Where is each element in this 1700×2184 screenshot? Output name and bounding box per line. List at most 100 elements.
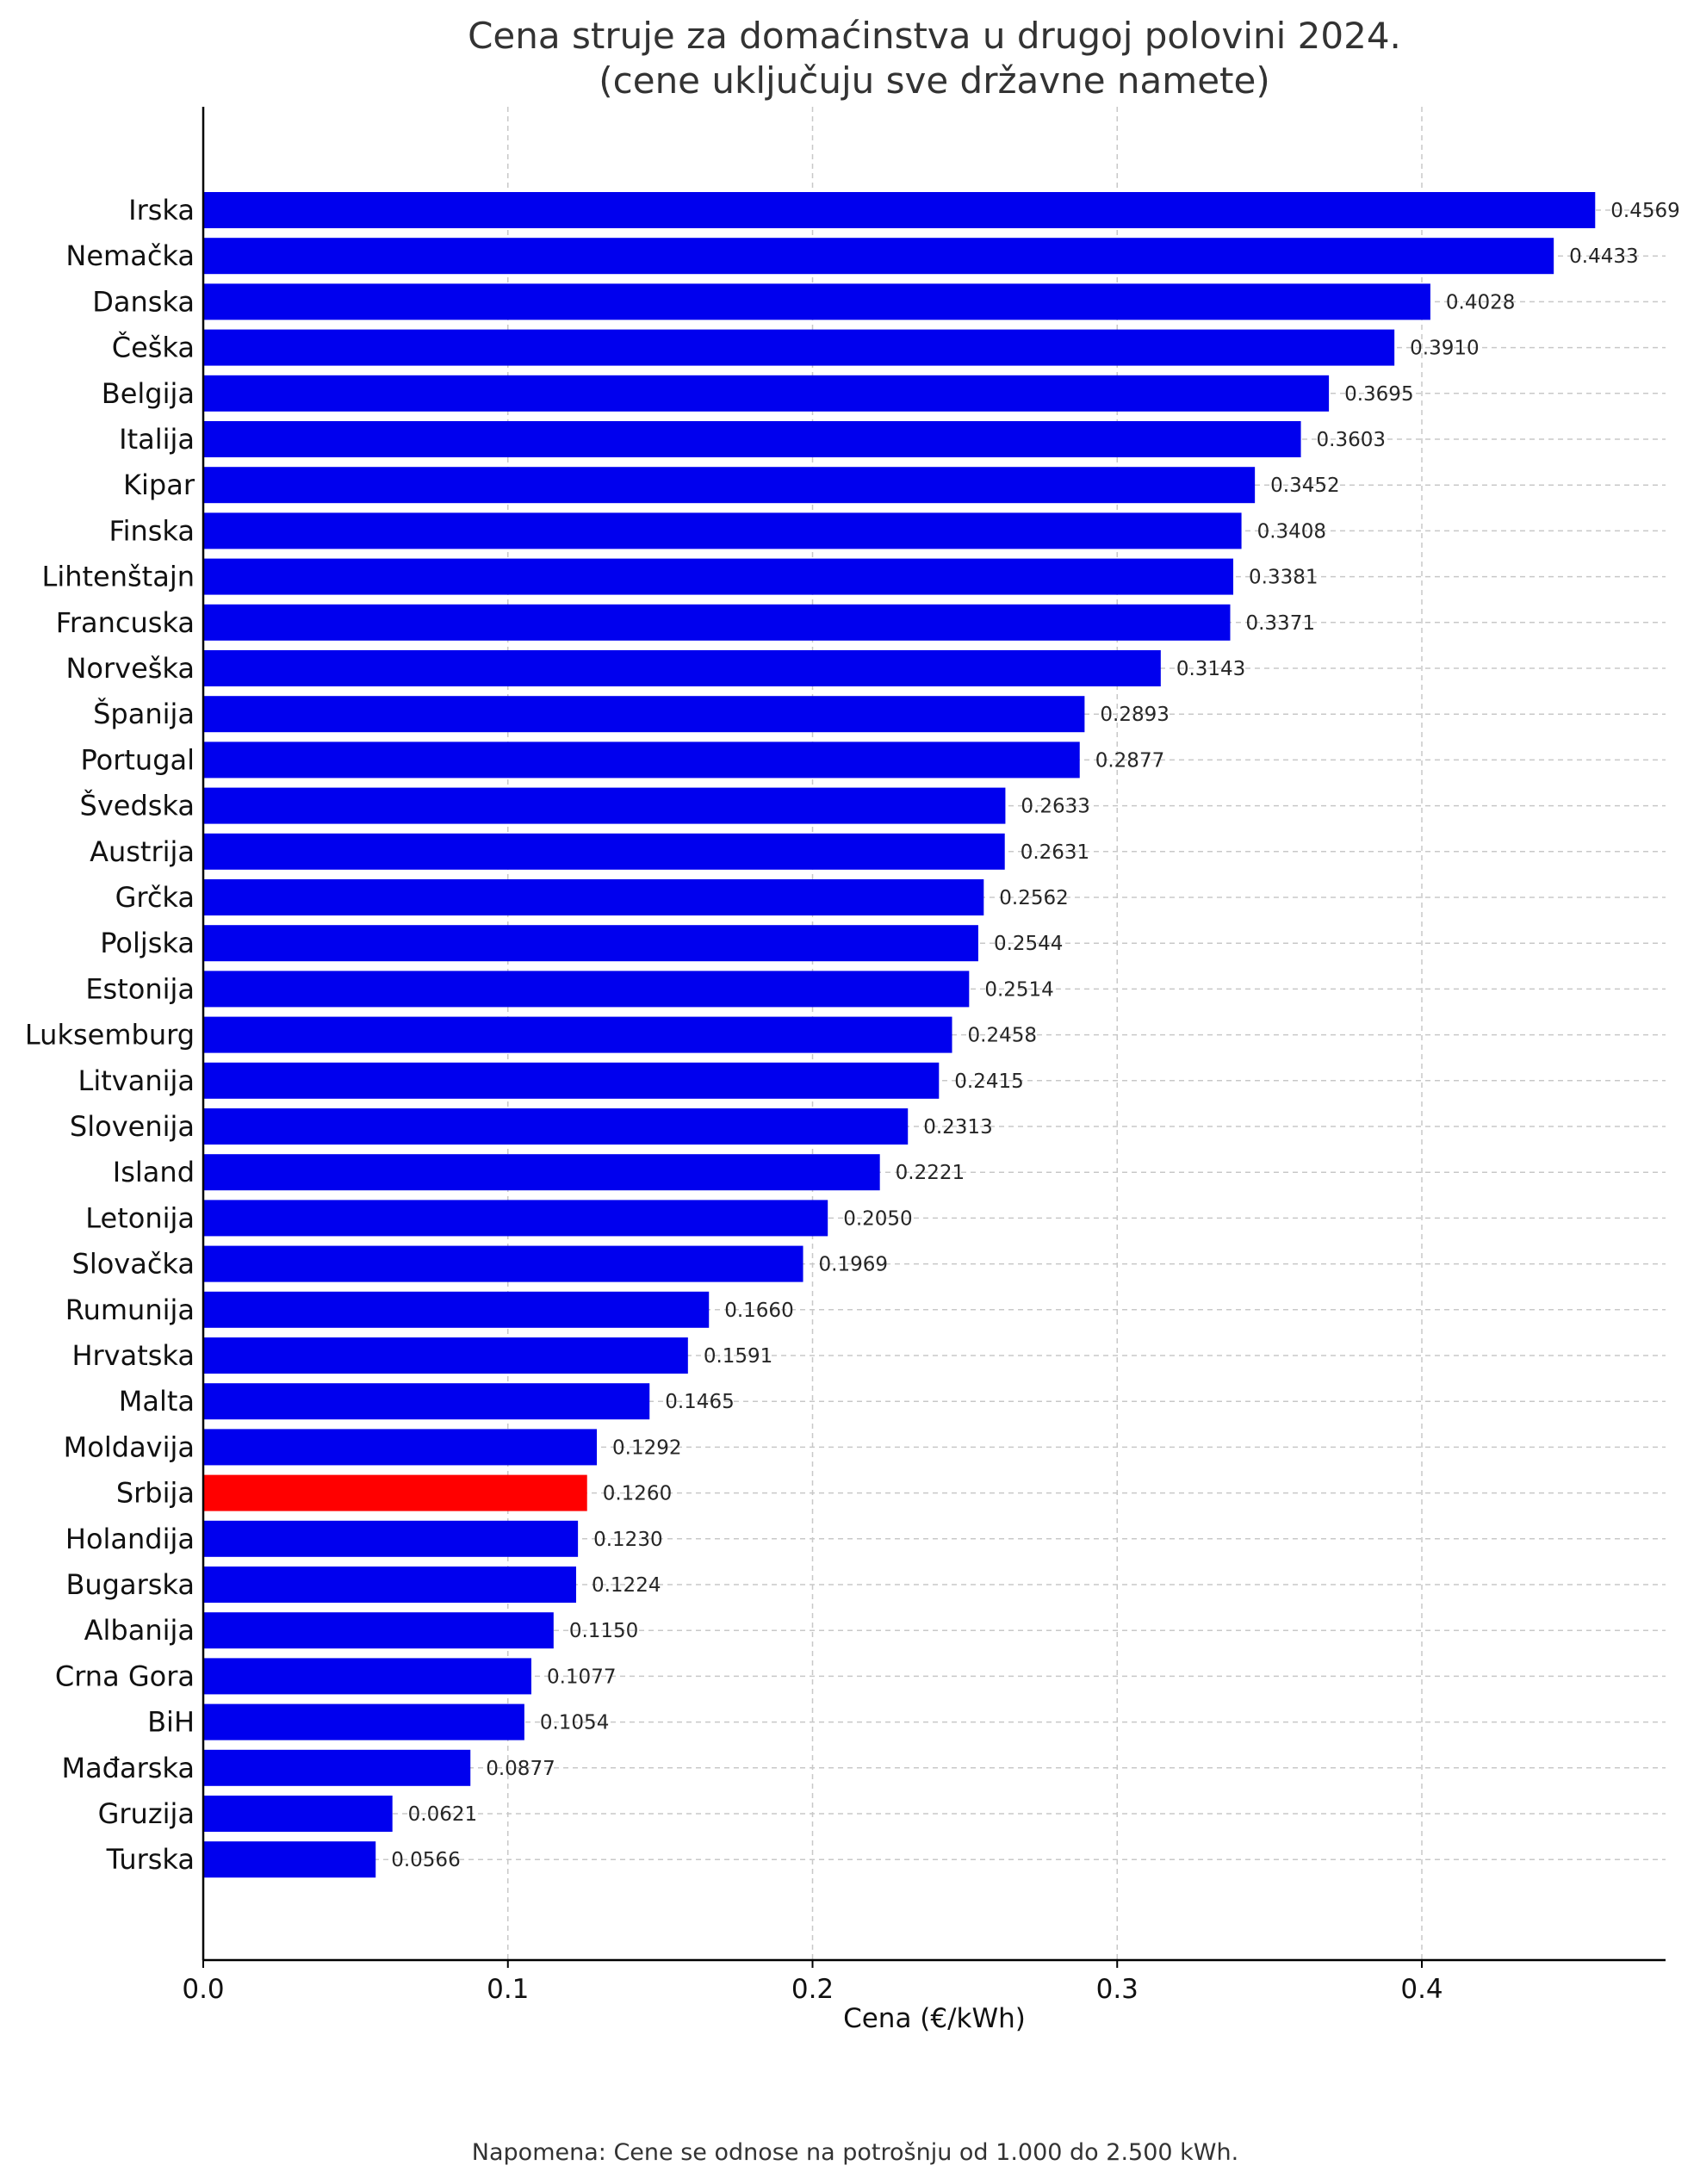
category-label-crna-gora: Crna Gora [55, 1660, 195, 1692]
value-label-gruzija: 0.0621 [408, 1803, 477, 1826]
x-tick-label-2: 0.2 [791, 1974, 834, 2005]
axes [202, 107, 1666, 1968]
bar-crna-gora [203, 1658, 531, 1695]
bar-belgija [203, 375, 1330, 412]
value-label-estonija: 0.2514 [984, 978, 1053, 1001]
bar-slovacka [203, 1245, 803, 1282]
bar-lihtenstajn [203, 558, 1234, 595]
value-label-belgija: 0.3695 [1344, 383, 1413, 406]
bar-bih [203, 1703, 524, 1740]
bar-letonija [203, 1200, 828, 1237]
bar-moldavija [203, 1429, 598, 1466]
value-label-lihtenstajn: 0.3381 [1249, 567, 1318, 589]
value-label-luksemburg: 0.2458 [968, 1025, 1037, 1047]
value-label-danska: 0.4028 [1446, 291, 1515, 313]
bar-spanija [203, 696, 1085, 733]
bar-island [203, 1154, 880, 1191]
value-label-srbija: 0.1260 [603, 1483, 672, 1505]
category-label-bugarska: Bugarska [65, 1568, 195, 1601]
bar-austrija [203, 833, 1005, 870]
bar-gruzija [203, 1796, 393, 1832]
category-label-slovacka: Slovačka [72, 1248, 195, 1281]
value-label-slovenija: 0.2313 [923, 1116, 992, 1139]
category-label-spanija: Španija [93, 697, 195, 730]
category-label-srbija: Srbija [116, 1477, 195, 1510]
footnote: Napomena: Cene se odnose na potrošnju od… [472, 2139, 1238, 2166]
value-label-svedska: 0.2633 [1021, 796, 1089, 818]
category-label-litvanija: Litvanija [78, 1064, 195, 1097]
category-label-belgija: Belgija [102, 377, 195, 410]
chart-title: Cena struje za domaćinstva u drugoj polo… [468, 15, 1401, 102]
bar-nemacka [203, 238, 1554, 275]
x-axis-title: Cena (€/kWh) [843, 2003, 1026, 2034]
value-label-portugal: 0.2877 [1095, 749, 1164, 772]
bar-svedska [203, 787, 1006, 824]
category-label-danska: Danska [92, 285, 195, 318]
x-tick-labels: 0.0 0.1 0.2 0.3 0.4 [182, 1974, 1443, 2005]
category-label-finska: Finska [109, 514, 195, 547]
category-label-letonija: Letonija [85, 1201, 195, 1234]
x-tick-label-4: 0.4 [1400, 1974, 1443, 2005]
value-label-moldavija: 0.1292 [612, 1436, 681, 1459]
value-label-austrija: 0.2631 [1021, 841, 1089, 864]
value-label-hrvatska: 0.1591 [704, 1345, 772, 1368]
value-label-grcka: 0.2562 [999, 887, 1068, 909]
bar-madarska [203, 1749, 471, 1786]
category-label-grcka: Grčka [115, 881, 195, 914]
bars [203, 192, 1596, 1878]
category-label-gruzija: Gruzija [98, 1797, 195, 1830]
bar-francuska [203, 604, 1231, 641]
x-tick-label-0: 0.0 [182, 1974, 224, 2005]
bar-albanija [203, 1612, 554, 1649]
value-label-bugarska: 0.1224 [592, 1574, 661, 1597]
x-tick-label-3: 0.3 [1096, 1974, 1139, 2005]
category-label-svedska: Švedska [80, 789, 195, 822]
category-label-holandija: Holandija [65, 1523, 195, 1555]
category-label-hrvatska: Hrvatska [71, 1339, 195, 1372]
value-label-irska: 0.4569 [1610, 200, 1679, 222]
chart-title-line-2: (cene uključuju sve državne namete) [599, 59, 1269, 102]
bar-malta [203, 1383, 650, 1420]
bar-kipar [203, 467, 1256, 504]
value-label-spanija: 0.2893 [1100, 704, 1169, 726]
value-label-nemacka: 0.4433 [1569, 245, 1638, 268]
category-label-madarska: Mađarska [61, 1752, 195, 1784]
value-label-poljska: 0.2544 [994, 933, 1063, 955]
bar-finska [203, 512, 1242, 549]
value-label-norveska: 0.3143 [1176, 658, 1245, 680]
bar-holandija [203, 1520, 579, 1557]
bar-estonija [203, 971, 970, 1008]
category-label-ceska: Češka [112, 331, 195, 364]
x-tick-label-1: 0.1 [487, 1974, 529, 2005]
category-label-luksemburg: Luksemburg [25, 1019, 195, 1052]
bar-litvanija [203, 1062, 940, 1099]
value-label-island: 0.2221 [896, 1162, 965, 1184]
bar-turska [203, 1841, 376, 1878]
value-label-kipar: 0.3452 [1270, 475, 1339, 497]
value-label-ceska: 0.3910 [1410, 338, 1479, 360]
value-label-madarska: 0.0877 [486, 1758, 555, 1780]
category-label-slovenija: Slovenija [70, 1110, 195, 1143]
bar-irska [203, 192, 1596, 228]
category-label-italija: Italija [119, 423, 195, 456]
value-label-albanija: 0.1150 [569, 1620, 638, 1642]
chart-title-line-1: Cena struje za domaćinstva u drugoj polo… [468, 15, 1401, 57]
value-label-turska: 0.0566 [391, 1849, 460, 1871]
category-label-albanija: Albanija [84, 1614, 195, 1647]
category-label-poljska: Poljska [100, 927, 195, 959]
value-label-finska: 0.3408 [1257, 520, 1326, 543]
category-label-malta: Malta [119, 1385, 195, 1418]
bar-luksemburg [203, 1016, 952, 1053]
bar-norveska [203, 650, 1161, 686]
category-label-rumunija: Rumunija [65, 1294, 195, 1326]
bar-ceska [203, 329, 1395, 366]
category-label-island: Island [113, 1156, 195, 1188]
value-labels: 0.4569 0.4433 0.4028 0.3910 0.3695 0.3603 0.34… [391, 200, 1680, 1871]
category-label-estonija: Estonija [85, 972, 195, 1005]
bar-hrvatska [203, 1337, 688, 1374]
category-label-lihtenstajn: Lihtenštajn [41, 561, 195, 593]
bar-slovenija [203, 1108, 909, 1145]
value-label-bih: 0.1054 [540, 1712, 609, 1734]
bar-rumunija [203, 1291, 710, 1328]
